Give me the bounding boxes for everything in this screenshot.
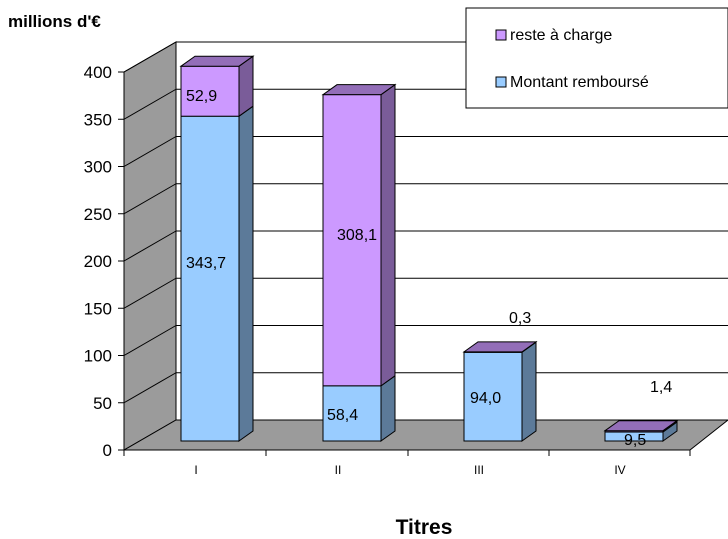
y-tick-label: 350 (84, 110, 112, 129)
legend-label-reste-a-charge: reste à charge (510, 27, 612, 44)
gridline-side (123, 372, 177, 404)
y-axis-unit-label: millions d'€ (8, 12, 101, 31)
gridline-side (123, 325, 177, 356)
x-tick-label: III (474, 463, 484, 477)
y-tick-label: 100 (84, 347, 112, 366)
data-label: 343,7 (186, 255, 226, 272)
x-axis-title: Titres (396, 516, 453, 539)
y-tick-label: 400 (84, 63, 112, 82)
bar-segment-side (238, 105, 254, 442)
y-tick-label: 150 (84, 299, 112, 318)
legend-label-montant-rembourse: Montant remboursé (510, 74, 649, 91)
bar-segment-side (380, 83, 396, 387)
data-label: 1,4 (650, 379, 672, 396)
x-axis: I II III IV (123, 449, 691, 477)
bar-top (603, 420, 679, 432)
gridline-side (123, 41, 177, 73)
gridline-side (123, 88, 177, 120)
bar-segment-side (380, 374, 396, 442)
legend-swatch-montant-rembourse (495, 76, 507, 88)
x-tick-label: II (335, 463, 342, 477)
bar-segment-side (521, 341, 537, 442)
data-label: 94,0 (470, 390, 501, 407)
y-tick-label: 200 (84, 252, 112, 271)
data-label: 58,4 (327, 407, 358, 424)
gridline-side (123, 230, 177, 262)
y-tick-label: 0 (103, 441, 112, 460)
legend: reste à charge Montant remboursé (465, 7, 728, 109)
legend-box (465, 7, 728, 109)
legend-swatch-reste-a-charge (495, 29, 507, 41)
y-tick-label: 300 (84, 158, 112, 177)
gridlines (123, 41, 728, 404)
data-label: 52,9 (186, 88, 217, 105)
bar-segment (463, 351, 523, 442)
bar-segment (180, 65, 240, 117)
bar-top (321, 84, 397, 96)
y-tick-label: 50 (93, 394, 112, 413)
data-label: 308,1 (337, 227, 377, 244)
data-labels: 343,7 52,9 58,4 308,1 94,0 0,3 9,5 1,4 (186, 88, 672, 449)
bar-segment (180, 115, 240, 442)
bar-top (179, 55, 255, 67)
gridline-side (123, 277, 177, 309)
bar-top (462, 341, 538, 353)
data-label: 0,3 (509, 310, 531, 327)
gridline-side (123, 136, 177, 167)
y-axis: 0 50 100 150 200 250 300 350 400 (84, 63, 125, 460)
data-label: 9,5 (624, 432, 646, 449)
y-tick-label: 250 (84, 205, 112, 224)
bar-segment (322, 385, 382, 442)
x-tick-label: IV (614, 463, 625, 477)
gridline-side (123, 183, 177, 215)
bars (179, 55, 679, 442)
x-tick-label: I (194, 463, 197, 477)
